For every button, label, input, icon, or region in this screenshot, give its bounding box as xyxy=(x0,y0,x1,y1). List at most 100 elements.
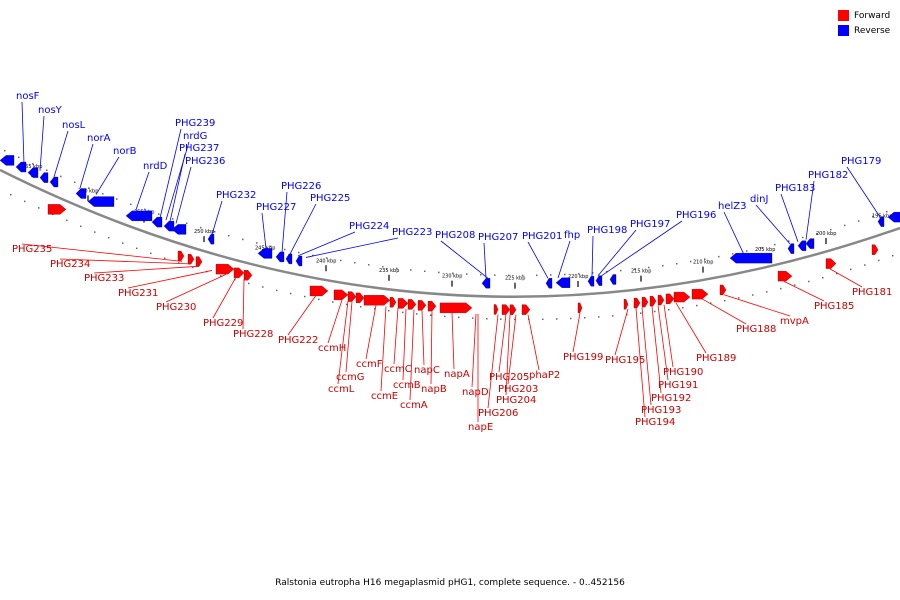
reverse-feature[interactable] xyxy=(609,274,617,285)
reverse-feature[interactable] xyxy=(207,234,215,245)
forward-feature[interactable] xyxy=(691,288,709,300)
forward-feature[interactable] xyxy=(427,301,437,312)
reverse-feature[interactable] xyxy=(275,251,285,263)
forward-feature[interactable] xyxy=(417,300,427,311)
forward-gene-labels: PHG235PHG234PHG233PHG231PHG230PHG229PHG2… xyxy=(12,243,892,433)
reverse-label-leader xyxy=(159,128,182,219)
forward-strand-features xyxy=(47,204,879,315)
forward-feature[interactable] xyxy=(215,263,235,275)
forward-feature[interactable] xyxy=(333,289,349,301)
scale-tick-label: 240 kbp xyxy=(316,258,336,264)
forward-feature[interactable] xyxy=(633,297,641,309)
reverse-feature[interactable] xyxy=(595,275,603,286)
forward-feature[interactable] xyxy=(363,295,391,306)
forward-gene-label: PHG189 xyxy=(696,353,736,364)
reverse-feature[interactable] xyxy=(257,248,273,259)
forward-feature[interactable] xyxy=(177,250,185,262)
forward-feature[interactable] xyxy=(195,256,203,267)
forward-feature[interactable] xyxy=(719,284,727,296)
reverse-feature[interactable] xyxy=(481,278,491,289)
forward-gene-label: napD xyxy=(462,387,489,398)
scale-tick-label: 200 kbp xyxy=(816,231,836,237)
reverse-label-leader xyxy=(289,203,317,255)
reverse-feature[interactable] xyxy=(887,211,900,223)
forward-feature[interactable] xyxy=(309,285,329,297)
reverse-gene-label: PHG207 xyxy=(478,232,518,243)
reverse-feature[interactable] xyxy=(285,253,293,265)
forward-gene-label: PHG222 xyxy=(278,335,318,346)
forward-label-leader xyxy=(409,309,415,401)
forward-feature[interactable] xyxy=(493,304,499,315)
reverse-feature[interactable] xyxy=(797,240,807,251)
reverse-feature[interactable] xyxy=(545,278,553,289)
forward-gene-label: ccmG xyxy=(336,372,365,383)
reverse-gene-label: PHG225 xyxy=(310,193,350,204)
reverse-label-leader xyxy=(39,115,45,171)
reverse-feature[interactable] xyxy=(15,161,27,173)
forward-feature[interactable] xyxy=(347,291,357,302)
forward-feature[interactable] xyxy=(407,299,417,310)
forward-label-leader xyxy=(651,306,662,394)
reverse-feature[interactable] xyxy=(805,238,815,249)
reverse-feature[interactable] xyxy=(27,167,39,178)
reverse-gene-label: norA xyxy=(87,133,111,144)
reverse-feature[interactable] xyxy=(151,216,163,228)
forward-feature[interactable] xyxy=(521,304,531,315)
reverse-gene-label: PHG201 xyxy=(522,231,562,242)
forward-feature[interactable] xyxy=(777,271,793,282)
reverse-feature[interactable] xyxy=(787,243,795,254)
forward-feature[interactable] xyxy=(623,299,629,310)
sequence-backbone xyxy=(0,168,900,298)
reverse-label-leader xyxy=(79,143,94,189)
forward-feature[interactable] xyxy=(47,204,67,215)
reverse-gene-label: PHG182 xyxy=(808,170,848,181)
reverse-feature[interactable] xyxy=(171,224,187,235)
forward-feature[interactable] xyxy=(509,304,517,315)
reverse-feature[interactable] xyxy=(125,210,153,221)
reverse-feature[interactable] xyxy=(555,277,571,288)
reverse-gene-label: PHG196 xyxy=(676,210,716,221)
forward-feature[interactable] xyxy=(501,304,511,315)
scale-tick-label: 250 kbp xyxy=(194,229,214,235)
reverse-label-leader xyxy=(805,180,815,240)
forward-feature[interactable] xyxy=(871,244,879,255)
forward-feature[interactable] xyxy=(825,258,837,269)
scale-tick-label: 215 kbp xyxy=(631,269,651,275)
reverse-feature[interactable] xyxy=(39,172,49,183)
forward-label-leader xyxy=(127,270,213,289)
reverse-feature[interactable] xyxy=(75,188,87,199)
forward-feature[interactable] xyxy=(397,298,409,309)
reverse-feature[interactable] xyxy=(87,196,115,207)
reverse-feature[interactable] xyxy=(729,253,773,264)
forward-feature[interactable] xyxy=(649,295,657,307)
reverse-feature[interactable] xyxy=(877,216,885,227)
reverse-feature[interactable] xyxy=(587,276,595,287)
reverse-gene-label: norB xyxy=(113,146,137,157)
forward-feature[interactable] xyxy=(243,270,253,281)
legend-reverse-label: Reverse xyxy=(854,25,891,36)
forward-feature[interactable] xyxy=(439,302,473,314)
forward-gene-label: PHG181 xyxy=(852,287,892,298)
forward-feature[interactable] xyxy=(665,293,675,305)
forward-swatch xyxy=(838,10,849,21)
forward-gene-label: PHG233 xyxy=(84,273,124,284)
forward-feature[interactable] xyxy=(355,292,365,304)
forward-feature[interactable] xyxy=(673,291,691,303)
forward-feature[interactable] xyxy=(657,294,665,306)
forward-feature[interactable] xyxy=(641,296,649,308)
forward-feature[interactable] xyxy=(389,297,397,308)
forward-label-leader xyxy=(614,308,629,356)
forward-feature[interactable] xyxy=(233,267,245,279)
scale-tick-label: 230 kbp xyxy=(442,274,462,280)
reverse-label-leader xyxy=(169,153,186,222)
reverse-gene-label: PHG232 xyxy=(216,190,256,201)
reverse-feature[interactable] xyxy=(295,255,303,267)
forward-feature[interactable] xyxy=(577,302,583,314)
reverse-feature[interactable] xyxy=(0,155,15,166)
forward-gene-label: napB xyxy=(421,384,447,395)
scale-tick-label: 235 kbp xyxy=(379,268,399,274)
reverse-gene-label: PHG237 xyxy=(179,143,219,154)
forward-label-leader xyxy=(287,295,317,336)
forward-feature[interactable] xyxy=(187,254,195,265)
reverse-feature[interactable] xyxy=(49,176,59,188)
